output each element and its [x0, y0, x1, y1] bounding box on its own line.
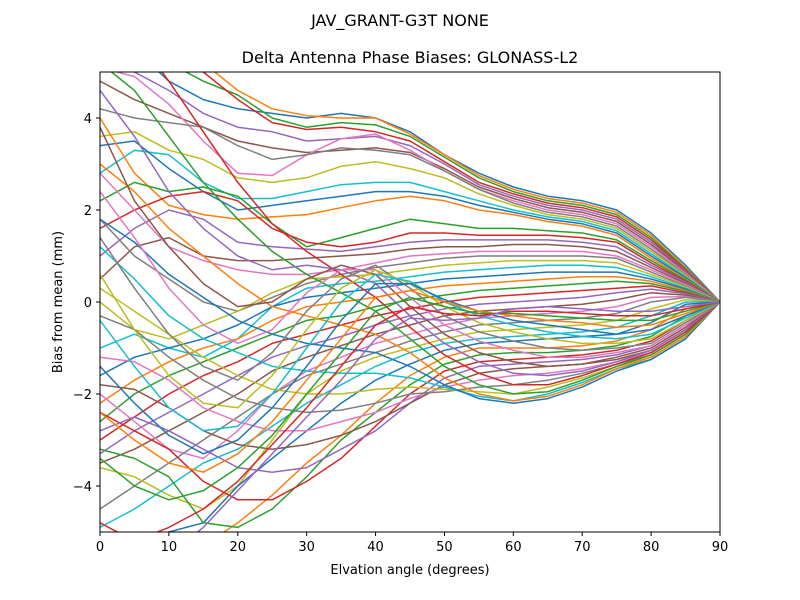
- series-line-24: [100, 285, 720, 441]
- x-axis: 0 10 20 30 40 50 60 70 80 90: [96, 532, 728, 555]
- series-line-13: [100, 181, 720, 303]
- series-group: [100, 72, 720, 532]
- series-line-50: [100, 273, 720, 432]
- chart-suptitle: JAV_GRANT-G3T NONE: [310, 11, 489, 31]
- series-line-45: [100, 89, 720, 377]
- series-line-27: [100, 295, 720, 460]
- y-tick-label: −2: [73, 388, 92, 403]
- x-axis-label: Elvation angle (degrees): [330, 563, 489, 578]
- y-axis-label: Bias from mean (mm): [51, 231, 66, 373]
- series-line-43: [110, 72, 720, 395]
- series-line-28: [100, 296, 720, 510]
- series-line-1: [100, 72, 720, 303]
- y-axis: −4 −2 0 2 4: [73, 112, 100, 495]
- series-line-15: [100, 209, 720, 303]
- series-line-4: [202, 72, 720, 303]
- series-line-17: [100, 172, 720, 303]
- y-tick-label: 4: [84, 112, 92, 127]
- series-line-8: [100, 108, 720, 303]
- x-tick-label: 10: [161, 540, 178, 555]
- y-tick-label: −4: [73, 480, 92, 495]
- chart-title: Delta Antenna Phase Biases: GLONASS-L2: [242, 48, 579, 67]
- series-line-48: [100, 237, 720, 381]
- series-line-18: [100, 218, 720, 312]
- series-line-41: [100, 218, 720, 404]
- series-line-53: [100, 296, 720, 501]
- series-line-5: [131, 72, 720, 303]
- x-tick-label: 30: [298, 540, 315, 555]
- series-line-52: [100, 289, 720, 473]
- series-line-55: [196, 301, 720, 532]
- x-tick-label: 20: [230, 540, 247, 555]
- series-line-2: [213, 72, 720, 303]
- y-tick-label: 2: [84, 204, 92, 219]
- x-tick-label: 90: [712, 540, 729, 555]
- series-line-42: [100, 163, 720, 402]
- x-tick-label: 50: [436, 540, 453, 555]
- series-line-12: [100, 117, 720, 303]
- series-line-54: [100, 301, 720, 532]
- series-line-44: [161, 72, 720, 386]
- series-line-14: [100, 190, 720, 303]
- series-line-26: [100, 292, 720, 464]
- series-line-51: [100, 282, 720, 455]
- x-tick-label: 40: [367, 540, 384, 555]
- y-tick-label: 0: [84, 296, 92, 311]
- series-line-23: [100, 280, 720, 423]
- series-line-3: [184, 72, 720, 303]
- series-line-32: [222, 301, 720, 532]
- series-line-7: [114, 72, 720, 303]
- x-tick-label: 60: [505, 540, 522, 555]
- x-tick-label: 0: [96, 540, 104, 555]
- x-tick-label: 70: [574, 540, 591, 555]
- x-tick-label: 80: [643, 540, 660, 555]
- series-line-9: [100, 131, 720, 303]
- series-line-33: [100, 301, 720, 529]
